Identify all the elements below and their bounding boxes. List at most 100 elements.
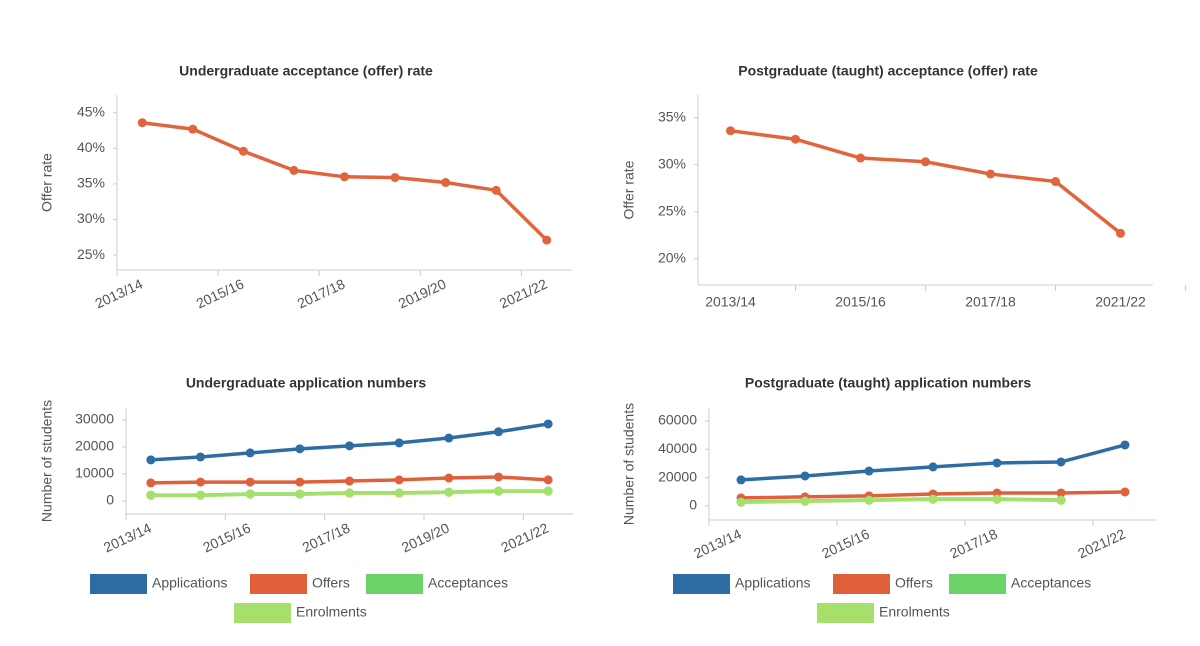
data-point — [196, 477, 205, 487]
data-point — [736, 497, 746, 507]
x-tick-label: 2013/14 — [92, 275, 145, 311]
legend-label: Offers — [312, 575, 350, 591]
data-point — [444, 433, 454, 443]
data-point — [1120, 487, 1130, 497]
data-point — [295, 444, 305, 454]
data-point — [543, 486, 553, 496]
data-point — [491, 185, 501, 195]
data-point — [494, 486, 503, 496]
x-tick-label: 2017/18 — [947, 525, 1000, 561]
data-point — [494, 472, 503, 482]
legend-swatch — [366, 574, 423, 594]
data-point — [864, 495, 874, 505]
y-tick-label: 30% — [658, 155, 686, 171]
data-point — [196, 490, 205, 500]
chart-title: Postgraduate (taught) application number… — [745, 375, 1031, 391]
data-point — [1051, 177, 1060, 187]
data-point — [295, 477, 305, 487]
y-tick-label: 40% — [77, 139, 105, 155]
data-point — [345, 476, 354, 486]
data-point — [1056, 495, 1066, 505]
data-point — [791, 134, 800, 144]
data-point — [345, 488, 354, 498]
y-tick-label: 30% — [77, 210, 105, 226]
data-point — [736, 475, 746, 485]
y-tick-label: 40000 — [658, 440, 697, 456]
y-tick-label: 35% — [658, 108, 686, 124]
data-point — [137, 118, 147, 128]
x-tick-label: 2013/14 — [101, 519, 154, 555]
y-axis-label: Number of students — [39, 400, 55, 522]
y-tick-label: 20% — [658, 249, 686, 265]
data-point — [146, 490, 156, 500]
x-tick-label: 2017/18 — [965, 294, 1016, 310]
y-tick-label: 35% — [77, 175, 105, 191]
legend-swatch — [250, 574, 307, 594]
data-point — [441, 178, 451, 187]
legend-label: Acceptances — [1011, 575, 1091, 591]
data-point — [394, 475, 404, 485]
data-point — [726, 126, 735, 136]
y-tick-label: 0 — [689, 497, 697, 513]
y-tick-label: 0 — [106, 492, 114, 508]
y-tick-label: 30000 — [75, 411, 114, 427]
series-line — [142, 121, 548, 242]
data-point — [864, 466, 874, 476]
data-point — [800, 496, 810, 506]
data-point — [390, 173, 400, 183]
y-tick-label: 20000 — [75, 438, 114, 454]
data-point — [921, 157, 930, 167]
data-point — [494, 427, 503, 437]
legend-swatch — [673, 574, 730, 594]
data-point — [542, 235, 552, 245]
data-point — [238, 146, 248, 156]
legend-swatch — [234, 603, 291, 623]
x-tick-label: 2017/18 — [300, 519, 353, 555]
x-tick-label: 2019/20 — [399, 519, 452, 555]
data-point — [928, 462, 938, 472]
data-point — [1056, 457, 1066, 467]
data-point — [245, 448, 255, 458]
y-tick-label: 20000 — [658, 468, 697, 484]
y-axis-label: Number of students — [621, 403, 637, 525]
y-tick-label: 25% — [658, 202, 686, 218]
data-point — [245, 489, 255, 499]
data-point — [394, 438, 404, 448]
legend-swatch — [833, 574, 890, 594]
x-tick-label: 2021/22 — [1095, 294, 1146, 310]
data-point — [146, 455, 156, 465]
x-tick-label: 2013/14 — [705, 294, 756, 310]
data-point — [444, 487, 454, 497]
x-tick-label: 2021/22 — [498, 519, 551, 555]
y-tick-label: 10000 — [75, 465, 114, 481]
legend-swatch — [817, 603, 874, 623]
y-tick-label: 60000 — [658, 412, 697, 428]
x-tick-label: 2021/22 — [497, 275, 550, 311]
legend-swatch — [90, 574, 147, 594]
data-point — [394, 488, 404, 498]
legend-label: Applications — [735, 575, 811, 591]
series-line — [740, 497, 1062, 505]
y-axis-label: Offer rate — [39, 153, 55, 212]
y-tick-label: 25% — [77, 246, 105, 262]
x-tick-label: 2015/16 — [200, 519, 253, 555]
x-tick-label: 2013/14 — [691, 525, 744, 561]
data-point — [188, 124, 198, 134]
legend-swatch — [949, 574, 1006, 594]
legend-label: Acceptances — [428, 575, 508, 591]
legend-label: Applications — [152, 575, 228, 591]
legend-label: Offers — [895, 575, 933, 591]
x-tick-label: 2017/18 — [295, 275, 348, 311]
chart-title: Postgraduate (taught) acceptance (offer)… — [738, 63, 1038, 79]
data-point — [928, 494, 938, 504]
data-point — [345, 441, 354, 451]
data-point — [289, 165, 299, 175]
x-tick-label: 2021/22 — [1075, 525, 1128, 561]
x-tick-label: 2015/16 — [835, 294, 886, 310]
data-point — [992, 494, 1002, 504]
chart-title: Undergraduate acceptance (offer) rate — [179, 63, 433, 79]
data-point — [444, 473, 454, 483]
data-point — [992, 458, 1002, 468]
data-point — [543, 419, 553, 429]
data-point — [856, 153, 865, 163]
